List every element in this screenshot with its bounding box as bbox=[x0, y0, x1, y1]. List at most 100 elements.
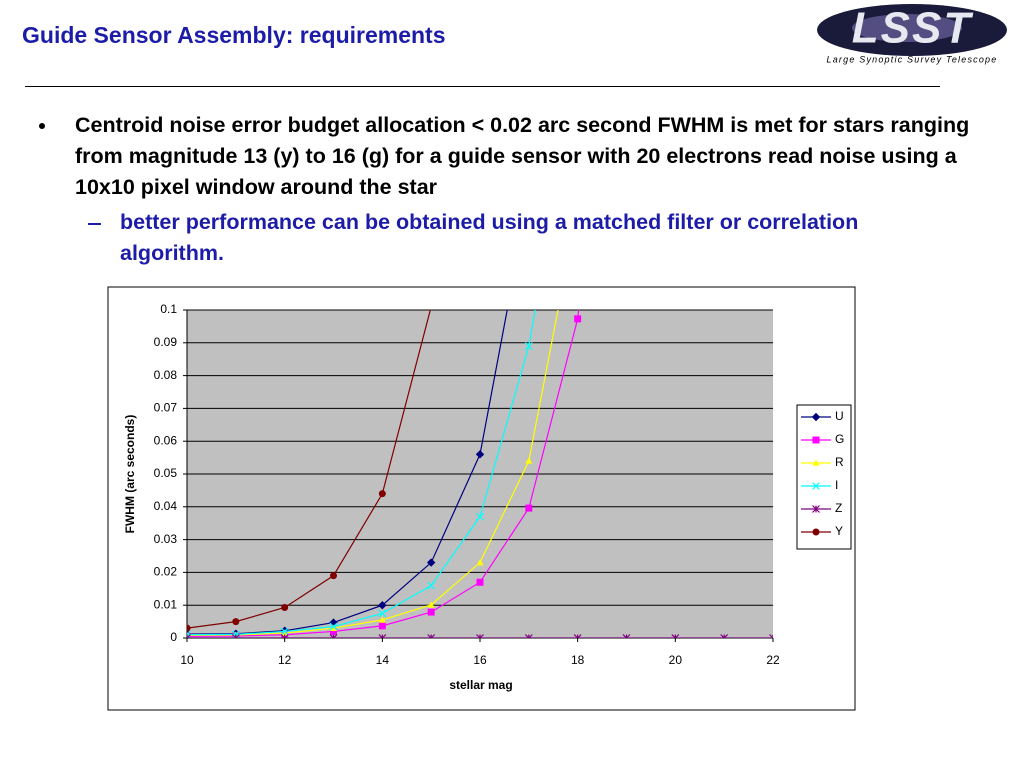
data-point bbox=[330, 627, 337, 635]
data-point bbox=[329, 618, 338, 627]
y-tick-label: 0.06 bbox=[154, 433, 178, 447]
data-point bbox=[427, 608, 435, 616]
legend-swatch-marker bbox=[812, 436, 820, 444]
y-tick-label: 0 bbox=[170, 630, 177, 644]
data-point bbox=[476, 559, 484, 566]
y-tick-label: 0.02 bbox=[154, 565, 178, 579]
sub-bullet-text: better performance can be obtained using… bbox=[120, 210, 859, 265]
y-tick-label: 0.07 bbox=[154, 401, 178, 415]
data-point bbox=[330, 624, 337, 631]
legend-label: Y bbox=[835, 524, 843, 538]
data-point bbox=[574, 64, 581, 71]
y-tick-label: 0.04 bbox=[154, 499, 178, 513]
data-point bbox=[429, 310, 433, 311]
bullet-text: Centroid noise error budget allocation <… bbox=[75, 113, 970, 199]
data-point bbox=[524, 634, 533, 638]
data-point bbox=[281, 603, 289, 611]
data-point bbox=[232, 618, 240, 626]
x-axis-title: stellar mag bbox=[449, 678, 512, 692]
series-line bbox=[187, 310, 580, 637]
data-point bbox=[476, 512, 484, 521]
data-point bbox=[427, 634, 436, 638]
data-point bbox=[187, 634, 191, 638]
legend-swatch-marker bbox=[812, 505, 820, 513]
data-point bbox=[231, 634, 240, 638]
plot-area bbox=[187, 310, 773, 638]
data-point bbox=[525, 504, 533, 512]
logo-name: LSST bbox=[852, 4, 974, 53]
logo-galaxy bbox=[852, 14, 962, 42]
data-point bbox=[476, 578, 484, 586]
x-tick-label: 22 bbox=[766, 653, 780, 667]
y-tick-label: 0.09 bbox=[154, 335, 178, 349]
data-point bbox=[280, 627, 289, 636]
data-point bbox=[574, 315, 582, 323]
x-tick-label: 16 bbox=[473, 653, 487, 667]
data-point bbox=[187, 631, 191, 638]
data-point bbox=[720, 634, 729, 638]
legend-label: G bbox=[835, 432, 844, 446]
data-point bbox=[475, 450, 485, 459]
data-point bbox=[524, 342, 533, 351]
data-point bbox=[329, 622, 338, 631]
data-point bbox=[427, 601, 435, 608]
data-point bbox=[232, 631, 240, 638]
y-tick-label: 0.08 bbox=[154, 368, 178, 382]
slide-title: Guide Sensor Assembly: requirements bbox=[22, 22, 446, 48]
data-point bbox=[378, 634, 387, 638]
data-point bbox=[187, 629, 192, 638]
data-point bbox=[187, 630, 191, 638]
logo-tagline: Large Synoptic Survey Telescope bbox=[827, 54, 998, 64]
data-point bbox=[280, 634, 289, 638]
legend-label: I bbox=[835, 478, 838, 492]
series-line bbox=[187, 310, 559, 636]
y-axis-title: FWHM (arc seconds) bbox=[123, 415, 137, 534]
data-point bbox=[378, 609, 387, 618]
y-tick-label: 0.01 bbox=[154, 597, 178, 611]
data-point bbox=[525, 457, 533, 464]
data-point bbox=[671, 634, 680, 638]
data-point bbox=[330, 572, 337, 580]
y-tick-label: 0.03 bbox=[154, 532, 178, 546]
data-point bbox=[280, 626, 289, 635]
data-point bbox=[329, 634, 338, 638]
bullet-dot bbox=[39, 123, 45, 129]
data-point bbox=[769, 634, 773, 638]
data-point bbox=[378, 616, 386, 623]
plot-series bbox=[187, 64, 773, 638]
data-point bbox=[231, 630, 240, 638]
legend-swatch-marker bbox=[812, 459, 820, 466]
data-point bbox=[573, 634, 582, 638]
data-point bbox=[476, 634, 484, 638]
legend-swatch-marker bbox=[811, 412, 821, 422]
data-point bbox=[281, 629, 289, 636]
data-point bbox=[378, 600, 387, 610]
data-point bbox=[426, 558, 436, 567]
x-tick-label: 14 bbox=[376, 653, 390, 667]
legend-label: R bbox=[835, 455, 844, 469]
x-tick-label: 18 bbox=[571, 653, 585, 667]
data-point bbox=[187, 624, 191, 632]
legend-label: U bbox=[835, 409, 844, 423]
y-tick-label: 0.05 bbox=[154, 466, 178, 480]
series-line bbox=[187, 310, 431, 629]
y-tick-label: 0.1 bbox=[160, 302, 177, 316]
data-point bbox=[427, 581, 436, 590]
legend-box bbox=[796, 404, 852, 550]
sub-bullet-dash bbox=[88, 223, 101, 225]
title-rule bbox=[25, 86, 940, 87]
data-point bbox=[281, 631, 289, 638]
data-point bbox=[378, 490, 386, 498]
data-point bbox=[187, 632, 191, 638]
x-tick-label: 12 bbox=[278, 653, 292, 667]
legend-label: Z bbox=[835, 501, 842, 515]
x-tick-label: 10 bbox=[180, 653, 194, 667]
data-point bbox=[378, 622, 386, 630]
data-point bbox=[232, 632, 240, 638]
data-point bbox=[622, 634, 631, 638]
x-tick-label: 20 bbox=[669, 653, 683, 667]
chart-frame bbox=[107, 286, 856, 711]
legend-swatch-marker bbox=[812, 528, 820, 536]
data-point bbox=[231, 629, 241, 638]
